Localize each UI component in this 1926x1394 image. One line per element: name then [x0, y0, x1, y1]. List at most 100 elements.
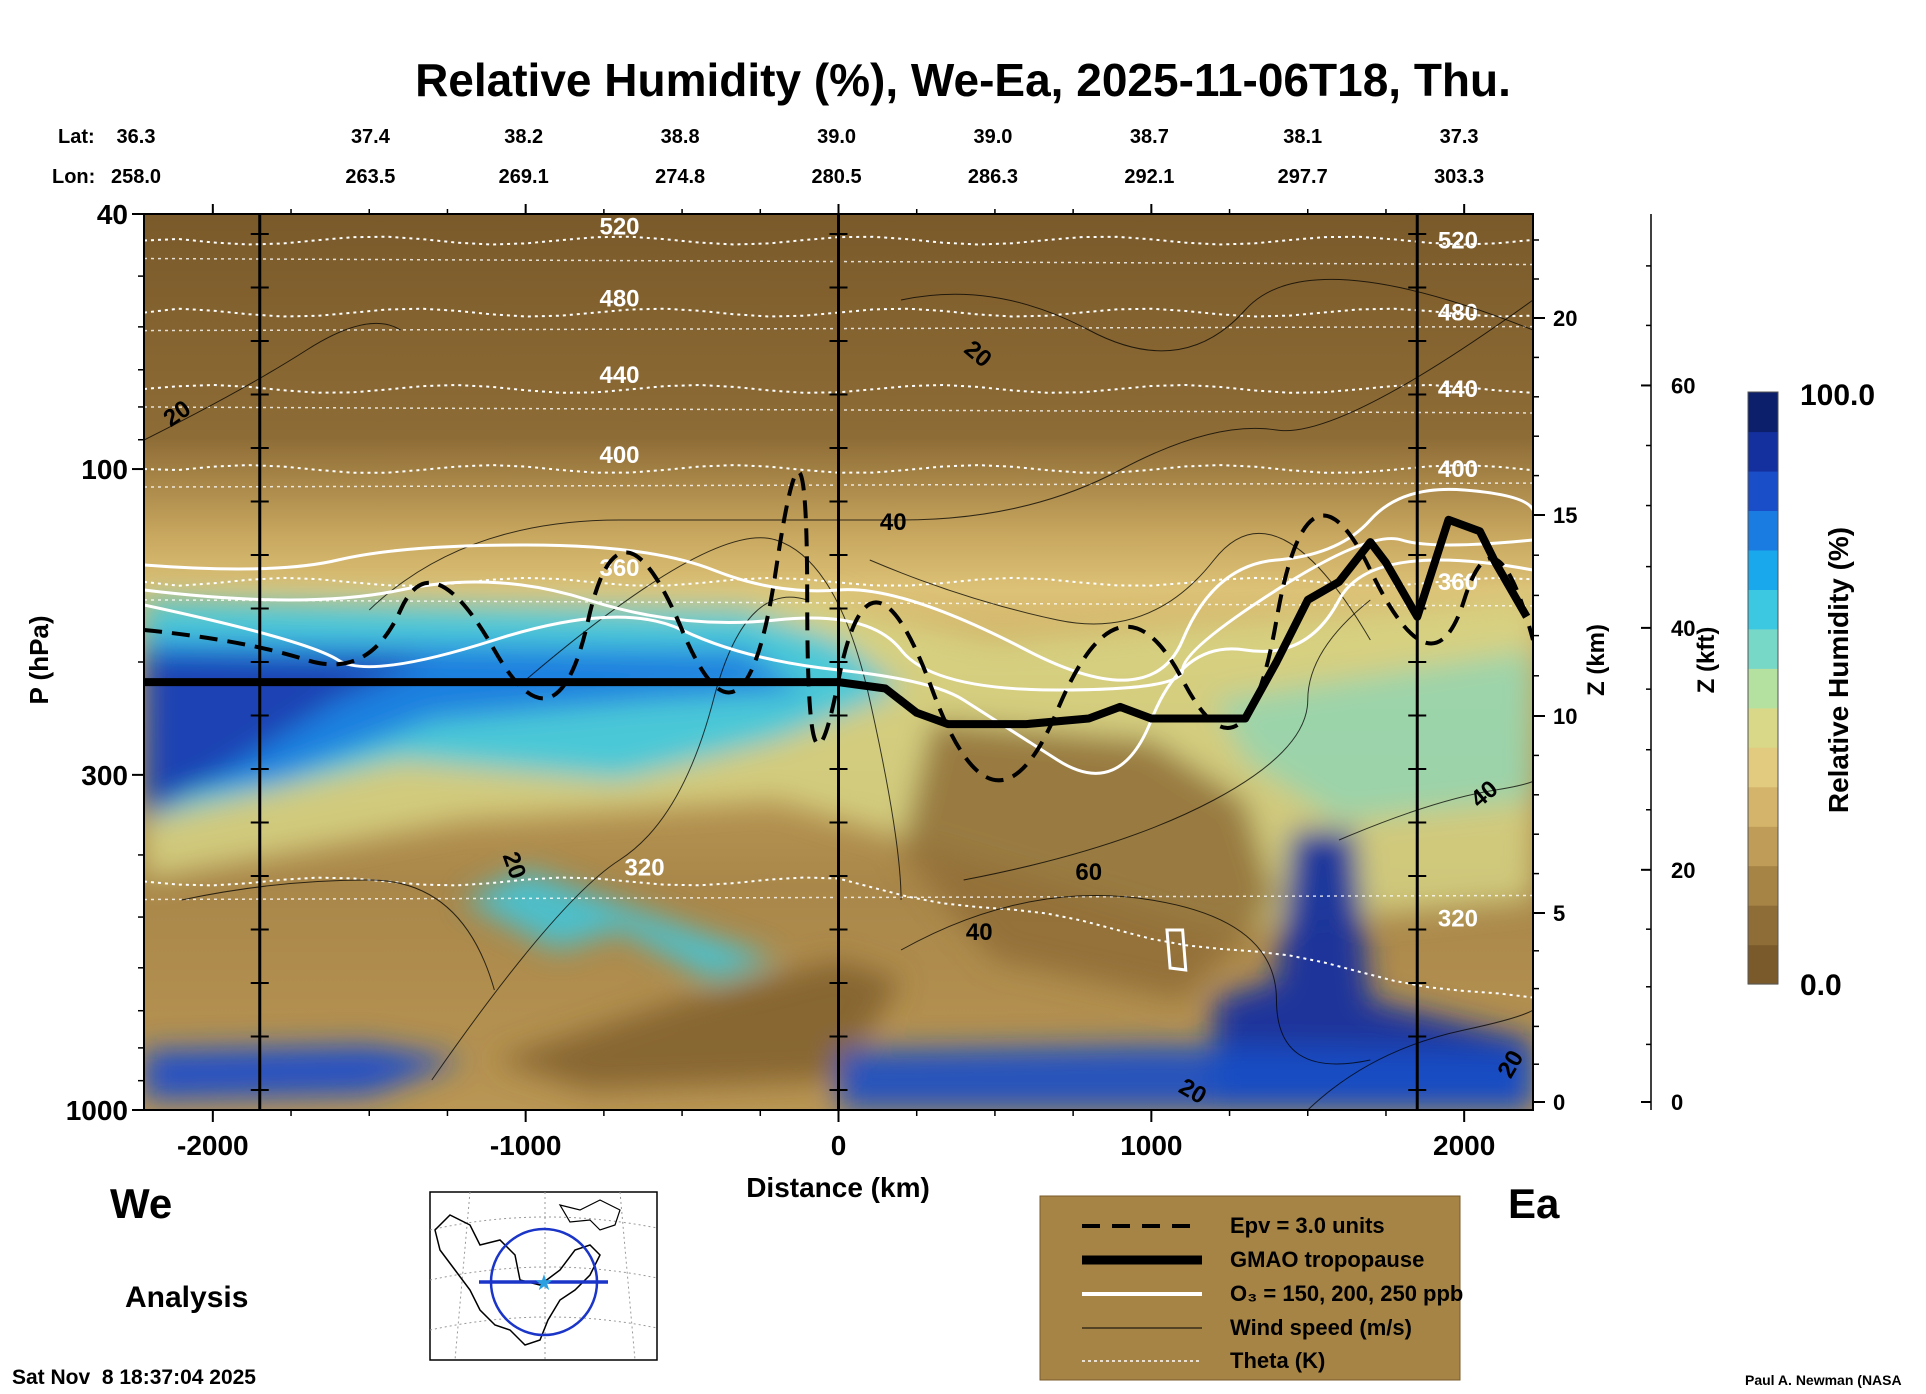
legend-label-wind: Wind speed (m/s) — [1230, 1315, 1412, 1340]
kft-tick-label: 40 — [1671, 616, 1695, 641]
wind-speed-contour — [900, 895, 1371, 1065]
lon-value: 258.0 — [111, 166, 161, 188]
theta-contour-400 — [144, 464, 1533, 474]
timestamp: Sat Nov 8 18:37:04 2025 — [12, 1366, 256, 1389]
wind-speed-contour — [1307, 1000, 1533, 1110]
z-kft-axis-title: Z (kft) — [1693, 627, 1720, 694]
tropopause-line — [144, 515, 1531, 729]
p-axis-title: P (hPa) — [24, 615, 54, 704]
lon-value: 297.7 — [1278, 166, 1328, 188]
theta-label: 440 — [599, 362, 639, 389]
colorbar-segment — [1748, 589, 1778, 630]
colorbar-segment — [1748, 747, 1778, 788]
lon-value: 269.1 — [499, 166, 549, 188]
theta-label: 360 — [1438, 569, 1478, 596]
x-tick-label: -2000 — [177, 1130, 249, 1161]
theta-label: 520 — [1438, 228, 1478, 255]
wind-speed-contour — [368, 299, 1533, 611]
legend: Epv = 3.0 units GMAO tropopause O₃ = 150… — [1039, 1195, 1463, 1381]
dry-region-lower — [494, 960, 902, 1090]
inset-location-map: ★ — [429, 1191, 658, 1361]
colorbar-segment — [1748, 944, 1778, 985]
p-tick-label: 300 — [81, 760, 128, 791]
theta-label: 400 — [1438, 456, 1478, 483]
theta-label: 440 — [1438, 376, 1478, 403]
colorbar-segment — [1748, 865, 1778, 906]
z-tick-label: 10 — [1553, 704, 1577, 729]
wind-speed-label: 40 — [966, 919, 993, 946]
z-km-axis-title: Z (km) — [1583, 624, 1610, 696]
lon-value: 286.3 — [968, 166, 1018, 188]
lon-label: Lon: — [52, 166, 95, 188]
theta-label: 400 — [599, 442, 639, 469]
colorbar-segment — [1748, 392, 1778, 433]
lat-label: Lat: — [58, 126, 95, 148]
lat-value: 38.2 — [504, 126, 543, 148]
x-axis-title: Distance (km) — [746, 1172, 930, 1203]
moist-boundary-layer-west — [144, 1045, 464, 1100]
legend-label-tropopause: GMAO tropopause — [1230, 1247, 1424, 1272]
colorbar-segment — [1748, 470, 1778, 511]
theta-contour-480 — [144, 307, 1533, 318]
lon-value: 303.3 — [1434, 166, 1484, 188]
x-axis: -2000 -1000 0 1000 2000 — [177, 204, 1495, 1161]
lat-lon-header: Lat: Lon: 36.3 258.0 37.4 263.5 38.2 269.1 38.… — [52, 126, 1484, 188]
lat-value: 38.7 — [1130, 126, 1169, 148]
wind-speed-label: 60 — [1075, 859, 1102, 886]
lat-value: 36.3 — [117, 126, 156, 148]
x-tick-label: -1000 — [490, 1130, 562, 1161]
ozone-contour — [144, 487, 1533, 682]
kft-tick-label: 0 — [1671, 1090, 1683, 1115]
analysis-label: Analysis — [125, 1281, 248, 1314]
wind-speed-contour — [963, 599, 1371, 881]
colorbar-segment — [1748, 628, 1778, 669]
wind-speed-contour — [181, 879, 495, 991]
direction-east-label: Ea — [1508, 1180, 1560, 1227]
wind-speed-contour — [431, 596, 808, 1081]
ozone-contour — [144, 558, 1533, 775]
colorbar-segment — [1748, 905, 1778, 946]
x-tick-label: 1000 — [1120, 1130, 1182, 1161]
colorbar-segment — [1748, 510, 1778, 551]
epv-contour-line — [144, 470, 1533, 783]
moist-boundary-layer-east — [838, 1045, 1533, 1110]
ozone-contours — [144, 487, 1533, 972]
colorbar-frame — [1747, 391, 1779, 985]
z-kft-axis: 0 20 40 60 — [1641, 214, 1695, 1115]
theta-label: 320 — [1438, 905, 1478, 932]
theta-label: 480 — [599, 286, 639, 313]
legend-label-theta: Theta (K) — [1230, 1348, 1325, 1373]
lat-value: 39.0 — [973, 126, 1012, 148]
theta-contour-360 — [144, 576, 1533, 587]
lon-value: 292.1 — [1124, 166, 1174, 188]
z-tick-label: 5 — [1553, 901, 1565, 926]
colorbar — [1747, 391, 1779, 985]
direction-west-label: We — [110, 1180, 172, 1227]
colorbar-title: Relative Humidity (%) — [1823, 527, 1854, 813]
lat-value: 38.8 — [661, 126, 700, 148]
moist-region-east-upper — [1213, 650, 1533, 820]
pressure-axis: 40 100 300 1000 — [66, 199, 144, 1126]
p-tick-label: 100 — [81, 454, 128, 485]
moist-plume-east — [1213, 830, 1533, 1110]
chart-title: Relative Humidity (%), We-Ea, 2025-11-06… — [415, 54, 1511, 106]
theta-label: 480 — [1438, 300, 1478, 327]
colorbar-segment — [1748, 549, 1778, 590]
x-tick-label: 2000 — [1433, 1130, 1495, 1161]
wind-speed-contour — [144, 322, 401, 441]
gmao-tropopause — [144, 515, 1531, 729]
wind-speed-label: 40 — [880, 509, 907, 536]
lat-value: 38.1 — [1283, 126, 1322, 148]
z-tick-label: 15 — [1553, 503, 1577, 528]
z-tick-label: 20 — [1553, 306, 1577, 331]
x-tick-label: 0 — [831, 1130, 847, 1161]
lat-value: 37.4 — [351, 126, 391, 148]
moist-region-mid — [463, 870, 776, 980]
z-km-axis: 0 5 10 15 20 — [1533, 239, 1577, 1115]
vertical-markers — [250, 214, 1427, 1110]
colorbar-max-label: 100.0 — [1800, 379, 1875, 412]
ozone-contour — [144, 537, 1533, 692]
colorbar-segment — [1748, 431, 1778, 472]
lon-value: 263.5 — [345, 166, 395, 188]
